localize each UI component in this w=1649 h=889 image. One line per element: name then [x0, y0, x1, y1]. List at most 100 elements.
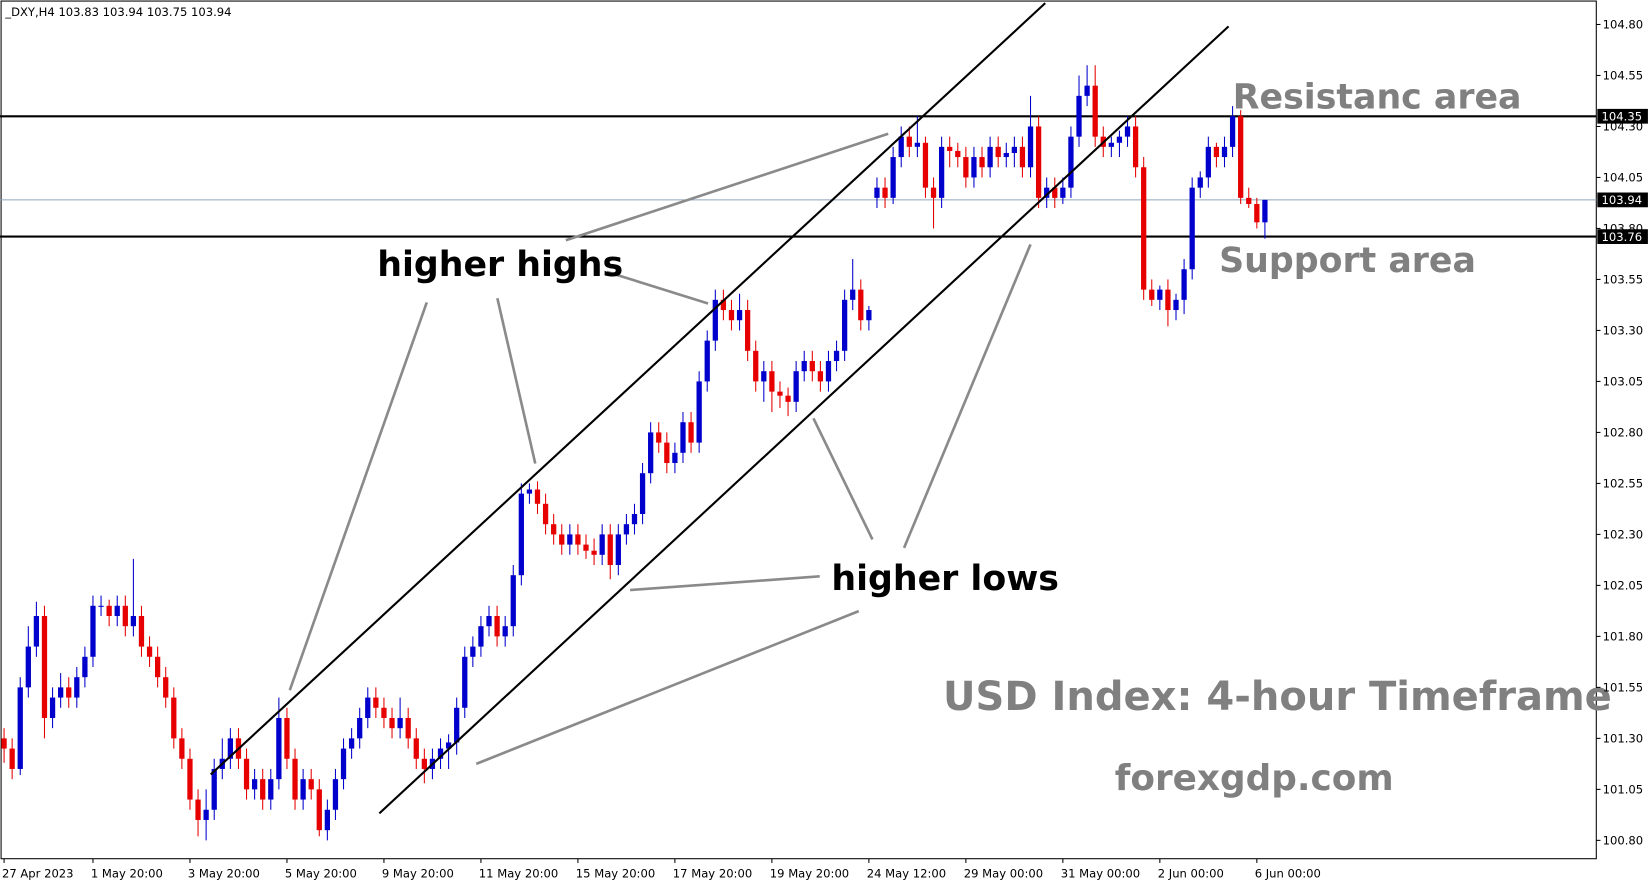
candle-body	[41, 615, 48, 718]
candle-body	[583, 544, 589, 551]
candle-body	[510, 575, 516, 627]
candle-body	[720, 299, 727, 311]
candle-body	[526, 489, 533, 494]
y-tick-label: 102.55	[1603, 477, 1644, 491]
y-tick-label: 100.80	[1603, 834, 1644, 848]
candle-body	[1238, 116, 1244, 198]
candle-body	[890, 157, 896, 198]
candle-body	[324, 809, 330, 831]
candle-body	[1044, 187, 1050, 198]
candle-body	[130, 615, 137, 627]
candle-body	[753, 350, 759, 382]
candle-body	[1076, 95, 1082, 137]
y-tick-label: 103.55	[1603, 273, 1644, 287]
candle-body	[1060, 187, 1066, 198]
candle-body	[1027, 126, 1034, 168]
candle-body	[696, 381, 702, 443]
candle-body	[841, 299, 848, 351]
x-tick-label: 31 May 00:00	[1061, 867, 1140, 881]
candle-body	[413, 738, 419, 759]
candle-body	[300, 779, 306, 800]
candle-body	[357, 717, 363, 739]
y-tick-label: 102.80	[1603, 426, 1644, 440]
candle-body	[421, 758, 427, 769]
candle-body	[470, 646, 476, 657]
candle-body	[728, 310, 735, 321]
candle-body	[1011, 146, 1017, 153]
x-tick-label: 3 May 20:00	[188, 867, 260, 881]
candle-body	[1157, 289, 1163, 300]
candle-body	[155, 656, 161, 678]
level-label: 104.35	[1602, 109, 1643, 123]
candle-body	[227, 738, 234, 759]
y-tick-label: 104.05	[1603, 171, 1644, 185]
candle-body	[761, 371, 767, 382]
candle-body	[373, 697, 379, 708]
x-tick-label: 2 Jun 00:00	[1158, 867, 1224, 881]
y-tick-label: 103.05	[1603, 375, 1644, 389]
candle-body	[817, 371, 824, 382]
candle-body	[704, 340, 710, 382]
candle-body	[1173, 299, 1179, 311]
level-box	[1597, 229, 1648, 244]
candle-body	[623, 524, 630, 535]
candle-body	[494, 615, 500, 637]
candle-body	[251, 779, 258, 790]
candle-body	[478, 626, 484, 647]
candle-body	[793, 371, 799, 402]
x-tick-label: 17 May 20:00	[673, 867, 752, 881]
candle-body	[874, 187, 880, 198]
candle-body	[930, 187, 937, 198]
x-tick-label: 11 May 20:00	[479, 867, 558, 881]
annotation: higher lows	[831, 559, 1059, 599]
candle-body	[1, 738, 7, 749]
candle-body	[1132, 126, 1139, 168]
candle-body	[947, 146, 953, 151]
candle-body	[599, 534, 605, 555]
candle-body	[389, 717, 395, 729]
candle-body	[938, 146, 945, 198]
y-tick-label: 101.30	[1603, 732, 1644, 746]
candle-body	[82, 656, 88, 678]
candle-body	[292, 758, 298, 800]
candle-body	[1149, 289, 1155, 300]
candle-body	[171, 697, 177, 739]
level-label: 103.94	[1602, 193, 1643, 207]
candle-body	[106, 605, 112, 616]
y-tick-label: 102.05	[1603, 579, 1644, 593]
candle-body	[656, 432, 662, 443]
candle-body	[615, 534, 621, 565]
candle-body	[518, 493, 524, 576]
candle-body	[211, 768, 217, 810]
candle-body	[631, 514, 638, 525]
candle-body	[1246, 197, 1252, 204]
candle-body	[405, 717, 411, 739]
x-tick-label: 19 May 20:00	[770, 867, 849, 881]
candle-body	[1165, 289, 1171, 311]
candle-body	[163, 677, 169, 698]
y-tick-label: 103.30	[1603, 324, 1644, 338]
candle-body	[551, 524, 557, 535]
header: _DXY,H4 103.83 103.94 103.75 103.94	[4, 5, 231, 19]
candle-body	[1205, 146, 1211, 178]
x-tick-label: 27 Apr 2023	[2, 867, 74, 881]
candle-body	[955, 150, 961, 158]
candle-body	[833, 350, 840, 362]
candle-body	[203, 809, 209, 820]
x-tick-label: 15 May 20:00	[576, 867, 655, 881]
candle-body	[736, 310, 743, 321]
candle-body	[672, 452, 678, 464]
candle-body	[114, 605, 120, 616]
candle-body	[607, 534, 613, 565]
candle-body	[179, 738, 185, 759]
candle-body	[882, 187, 888, 198]
candle-body	[74, 677, 80, 698]
candle-body	[9, 748, 15, 769]
candle-body	[1189, 187, 1195, 270]
candle-body	[25, 646, 31, 688]
annotation: Support area	[1219, 241, 1476, 281]
candle-body	[445, 742, 452, 749]
candle-body	[866, 310, 872, 321]
candle-body	[825, 361, 832, 382]
